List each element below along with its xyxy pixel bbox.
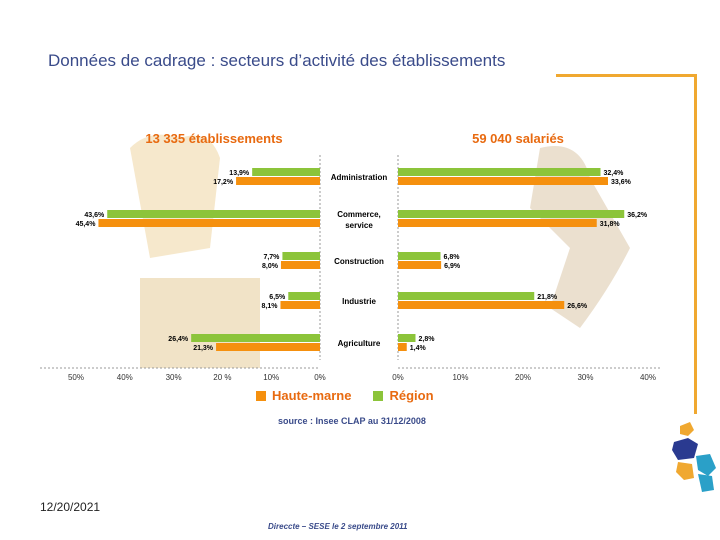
region-map-logo-shape: [680, 422, 694, 436]
left-bar: [280, 261, 320, 269]
chart-legend: Haute-marne Région: [256, 388, 434, 403]
left-x-tick-label: 40%: [117, 373, 133, 382]
left-bar: [280, 301, 320, 309]
right-bar: [398, 177, 608, 185]
left-bar-label: 26,4%: [168, 336, 189, 343]
slide-date: 12/20/2021: [40, 500, 101, 514]
region-map-logo-shape: [698, 474, 714, 492]
right-bar-label: 1,4%: [410, 345, 427, 352]
category-label: Construction: [334, 257, 384, 266]
left-bar-label: 8,1%: [262, 303, 279, 310]
region-map-logo-shape: [696, 454, 716, 476]
right-bar-label: 36,2%: [627, 212, 648, 219]
left-x-tick-label: 50%: [68, 373, 84, 382]
right-x-tick-label: 20%: [515, 373, 531, 382]
source-note: source : Insee CLAP au 31/12/2008: [278, 416, 426, 426]
right-bar: [398, 301, 565, 309]
region-map-logo: [672, 422, 716, 492]
right-bar-label: 31,8%: [600, 221, 621, 228]
category-label: Administration: [331, 173, 388, 182]
right-bar: [398, 261, 442, 269]
left-bar: [236, 177, 320, 185]
legend-label-region: Région: [389, 388, 434, 403]
right-x-tick-label: 10%: [452, 373, 468, 382]
right-bar: [398, 292, 535, 300]
left-x-tick-label: 0%: [314, 373, 326, 382]
left-bar: [288, 292, 320, 300]
category-label: Industrie: [342, 297, 376, 306]
right-bar-label: 6,8%: [444, 254, 461, 261]
right-bar: [398, 168, 601, 176]
left-bar-label: 8,0%: [262, 263, 279, 270]
left-bar: [252, 168, 320, 176]
background-illustration: [130, 134, 630, 368]
left-bar-label: 21,3%: [193, 345, 214, 352]
background-illustration-shape: [130, 134, 220, 258]
left-bar: [282, 252, 320, 260]
slide-title: Données de cadrage : secteurs d’activité…: [48, 51, 506, 70]
category-label: service: [345, 221, 373, 230]
left-bar-label: 7,7%: [263, 254, 280, 261]
right-bar: [398, 210, 625, 218]
right-x-tick-label: 30%: [577, 373, 593, 382]
category-label: Agriculture: [338, 339, 381, 348]
right-x-tick-label: 40%: [640, 373, 656, 382]
decorative-line-vertical: [694, 74, 697, 414]
right-bar-label: 26,6%: [567, 303, 588, 310]
region-map-logo-shape: [676, 462, 694, 480]
right-chart-title: 59 040 salariés: [472, 131, 564, 146]
left-x-tick-label: 30%: [166, 373, 182, 382]
category-label: Commerce,: [337, 210, 381, 219]
left-bar-label: 43,6%: [84, 212, 105, 219]
left-bar-label: 17,2%: [213, 179, 234, 186]
right-bar-label: 21,8%: [537, 294, 558, 301]
decorative-line-horizontal: [556, 74, 697, 77]
legend-label-haute-marne: Haute-marne: [272, 388, 352, 403]
left-bar: [107, 210, 321, 218]
left-chart-title: 13 335 établissements: [145, 131, 282, 146]
left-bar: [98, 219, 320, 227]
right-bar: [398, 343, 407, 351]
right-bar-label: 6,9%: [444, 263, 461, 270]
legend-swatch-region: [373, 390, 384, 401]
background-illustration-shape: [140, 278, 260, 368]
left-bar: [216, 343, 320, 351]
slide-footer: Direccte – SESE le 2 septembre 2011: [268, 522, 408, 531]
left-bar-label: 45,4%: [76, 221, 97, 228]
right-bar-label: 33,6%: [611, 179, 632, 186]
left-x-tick-label: 10%: [263, 373, 279, 382]
right-x-tick-label: 0%: [392, 373, 404, 382]
right-bar-label: 32,4%: [604, 170, 625, 177]
left-bar-label: 13,9%: [229, 170, 250, 177]
right-bar-label: 2,8%: [419, 336, 436, 343]
right-bar: [398, 334, 416, 342]
left-x-tick-label: 20 %: [213, 373, 231, 382]
right-bar: [398, 219, 597, 227]
left-bar-label: 6,5%: [269, 294, 286, 301]
left-bar: [191, 334, 320, 342]
region-map-logo-shape: [672, 438, 698, 460]
right-bar: [398, 252, 441, 260]
legend-swatch-haute-marne: [256, 390, 266, 401]
background-illustration-shape: [530, 146, 630, 328]
